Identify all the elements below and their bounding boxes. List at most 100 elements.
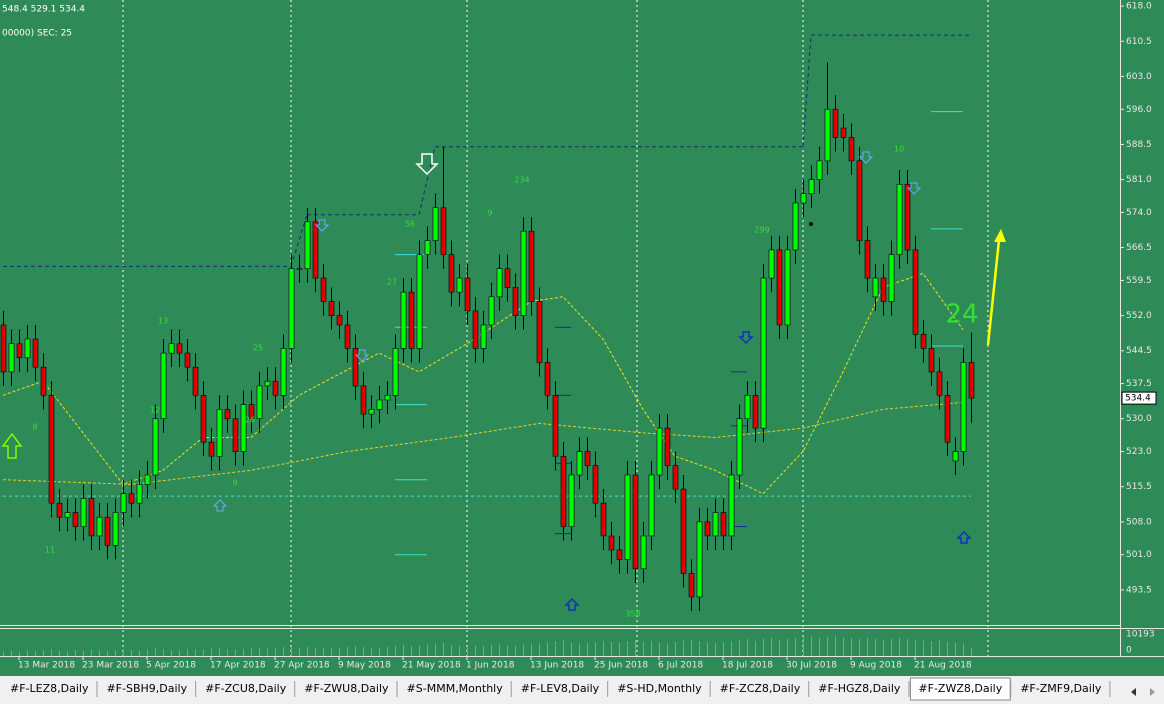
tab-label[interactable]: #F-LEZ8,Daily (10, 682, 89, 695)
volume-bar (115, 649, 116, 656)
tab-label[interactable]: #S-HD,Monthly (617, 682, 702, 695)
x-tick-label: 25 Jun 2018 (594, 661, 648, 671)
volume-bar (19, 651, 20, 656)
tab[interactable]: #F-ZMF9,Daily (1012, 680, 1110, 698)
volume-bar (659, 642, 660, 656)
tab-background[interactable] (1012, 680, 1110, 698)
tab[interactable]: #F-LEV8,Daily (512, 680, 608, 698)
y-tick-label: 544.5 (1126, 346, 1152, 356)
candle-body (96, 516, 103, 537)
volume-bar (259, 647, 260, 656)
candle-body (704, 521, 711, 537)
volume-bar (435, 643, 436, 656)
volume-bar (179, 650, 180, 656)
tab-scroll-left[interactable] (1131, 688, 1136, 696)
tab-scroll-right[interactable] (1150, 688, 1155, 696)
annotation: 8 (32, 423, 37, 432)
moving-average (2, 401, 964, 485)
tab[interactable]: #F-ZCZ8,Daily (711, 680, 809, 698)
candle-body (256, 385, 263, 420)
volume-bar (619, 642, 620, 656)
volume-bar (643, 641, 644, 656)
x-tick-label: 17 Apr 2018 (210, 661, 266, 671)
y-tick-label: 530.0 (1126, 414, 1152, 424)
indicator-label: 00000) SEC: 25 (2, 29, 72, 39)
tab-background[interactable] (512, 680, 608, 698)
tab-label[interactable]: #F-HGZ8,Daily (818, 682, 901, 695)
volume-bar (939, 640, 940, 656)
tab[interactable]: #F-HGZ8,Daily (810, 680, 909, 698)
candle-body (840, 127, 847, 138)
tab[interactable]: #F-ZCU8,Daily (197, 680, 295, 698)
candle-body (776, 249, 783, 326)
annotation: 9 (487, 209, 492, 218)
tab-label[interactable]: #F-ZWZ8,Daily (918, 682, 1002, 695)
volume-bar (51, 649, 52, 656)
tab[interactable]: #F-ZWU8,Daily (296, 680, 397, 698)
candle-body (344, 324, 351, 349)
tab[interactable]: #S-MMM,Monthly (398, 680, 511, 698)
annotation: 358 (625, 610, 640, 619)
x-tick-label: 27 Apr 2018 (274, 661, 330, 671)
tab-background[interactable] (2, 680, 97, 698)
tab-background[interactable] (609, 680, 710, 698)
candle-body (232, 418, 239, 452)
volume-bar (595, 642, 596, 656)
candle-body (624, 474, 631, 560)
tab-label[interactable]: #F-ZCU8,Daily (205, 682, 287, 695)
volume-bar (515, 645, 516, 656)
volume-bar (123, 649, 124, 656)
candle-body (648, 474, 655, 537)
volume-bar (155, 648, 156, 656)
y-tick-label: 493.5 (1126, 585, 1152, 595)
tab-label[interactable]: #F-ZMF9,Daily (1020, 682, 1102, 695)
candle-body (728, 474, 735, 537)
tab-background[interactable] (711, 680, 809, 698)
candle-body (48, 394, 55, 504)
volume-bar (803, 637, 804, 656)
volume-bar (923, 640, 924, 656)
volume-bar (915, 640, 916, 656)
tab-background[interactable] (197, 680, 295, 698)
candle-body (664, 427, 671, 466)
tab-label[interactable]: #F-SBH9,Daily (106, 682, 187, 695)
candle-body (216, 409, 223, 457)
candle-body (520, 230, 527, 316)
volume-bar (67, 651, 68, 656)
candle-body (224, 409, 231, 420)
tab-label[interactable]: #F-LEV8,Daily (521, 682, 600, 695)
volume-bar (275, 648, 276, 656)
tab[interactable]: #F-LEZ8,Daily (2, 680, 97, 698)
candle-body (608, 535, 615, 551)
volume-bar (459, 645, 460, 656)
last-price-label: 534.4 (1125, 394, 1151, 404)
x-tick-label: 6 Jul 2018 (658, 661, 703, 671)
x-tick-label: 5 Apr 2018 (146, 661, 196, 671)
candle-body (880, 277, 887, 302)
candle-body (176, 343, 183, 354)
level-connector (802, 35, 812, 147)
tab[interactable]: #F-ZWZ8,Daily (909, 677, 1011, 701)
volume-bar (227, 649, 228, 656)
annotation: 11 (45, 546, 55, 555)
volume-bar (43, 649, 44, 656)
candle-body (296, 268, 303, 270)
tab[interactable]: #S-HD,Monthly (609, 680, 710, 698)
tab-label[interactable]: #F-ZCZ8,Daily (720, 682, 801, 695)
candle-body (80, 498, 87, 527)
signals (1, 151, 1006, 611)
tab-background[interactable] (810, 680, 909, 698)
volume-bar (571, 642, 572, 656)
candle-body (712, 512, 719, 537)
candle-body (480, 324, 487, 349)
tab-background[interactable] (98, 680, 196, 698)
volume-bar (467, 646, 468, 656)
candle-body (832, 108, 839, 138)
candle-body (864, 240, 871, 279)
tab-label[interactable]: #F-ZWU8,Daily (304, 682, 389, 695)
tab-background[interactable] (398, 680, 511, 698)
tab-label[interactable]: #S-MMM,Monthly (407, 682, 504, 695)
tab[interactable]: #F-SBH9,Daily (98, 680, 196, 698)
candle-body (400, 291, 407, 349)
tab-background[interactable] (296, 680, 397, 698)
